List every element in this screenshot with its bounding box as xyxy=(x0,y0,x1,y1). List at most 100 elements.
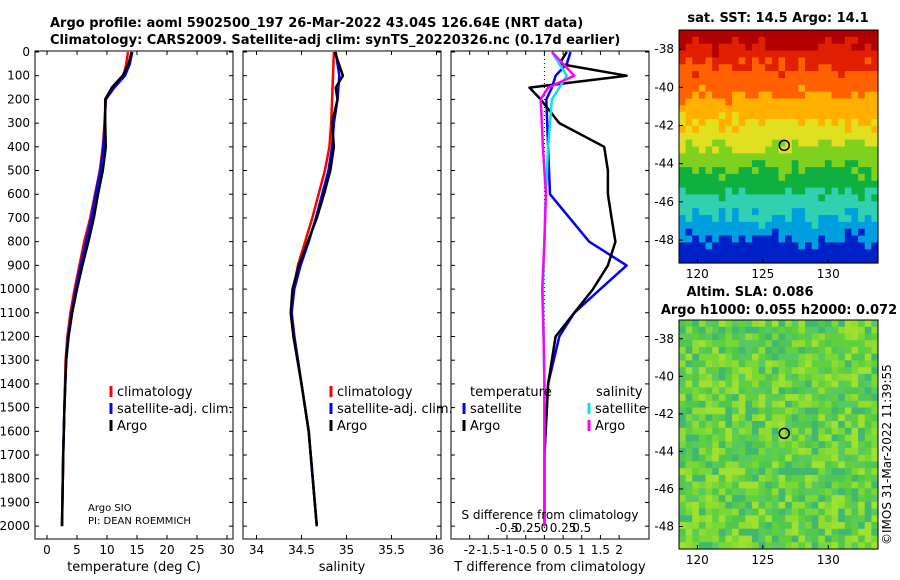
map-cell xyxy=(712,242,720,250)
map-cell xyxy=(738,125,746,134)
map-cell xyxy=(765,50,773,59)
map-cell xyxy=(831,64,839,72)
map-cell xyxy=(751,468,760,476)
map-cell xyxy=(871,495,879,503)
map-cell xyxy=(692,528,700,537)
map-cell xyxy=(732,228,740,237)
map-cell xyxy=(805,84,813,93)
map-cell xyxy=(679,421,687,429)
map-cell xyxy=(858,77,866,86)
map-cell xyxy=(718,346,727,355)
temperature-legend: climatology satellite-adj. clim. Argo xyxy=(109,385,233,434)
map-cell xyxy=(778,461,786,469)
map-cell xyxy=(685,215,693,223)
map-cell xyxy=(705,57,713,65)
map-cell xyxy=(685,474,693,483)
map-cell xyxy=(864,360,872,368)
map-cell xyxy=(785,495,793,503)
map-cell xyxy=(785,57,793,65)
map-cell xyxy=(791,394,799,402)
map-cell xyxy=(838,461,846,469)
map-cell xyxy=(811,84,819,93)
map-cell xyxy=(785,380,793,388)
map-cell xyxy=(765,522,773,530)
map-cell xyxy=(679,394,687,402)
s-difference-label: S difference from climatology xyxy=(462,508,639,522)
map-cell xyxy=(758,326,766,335)
map-cell xyxy=(778,495,786,503)
map-cell xyxy=(824,30,833,38)
map-cell xyxy=(718,488,727,496)
map-cell xyxy=(679,180,687,189)
map-cell xyxy=(844,481,853,489)
map-cell xyxy=(718,441,727,449)
map-cell xyxy=(725,454,733,463)
s-tick-label: 0.5 xyxy=(572,521,591,535)
map-cell xyxy=(758,387,766,395)
map-cell xyxy=(692,360,700,368)
map-cell xyxy=(785,501,793,510)
map-cell xyxy=(738,160,746,168)
map-cell xyxy=(871,167,879,175)
x-tick-label: 34 xyxy=(249,543,264,557)
map-cell xyxy=(805,427,813,436)
map-cell xyxy=(718,119,727,127)
map-cell xyxy=(765,84,773,93)
map-cell xyxy=(685,208,693,216)
map-cell xyxy=(698,522,707,530)
map-cell xyxy=(778,367,786,375)
map-cell xyxy=(811,153,819,161)
map-cell xyxy=(858,132,866,141)
map-cell xyxy=(778,249,786,257)
map-cell xyxy=(725,501,733,510)
map-cell xyxy=(811,542,819,550)
map-cell xyxy=(751,112,760,120)
map-cell xyxy=(778,387,786,395)
map-cell xyxy=(791,495,799,503)
map-cell xyxy=(738,542,746,550)
map-cell xyxy=(738,515,746,523)
map-cell xyxy=(705,256,713,264)
map-cell xyxy=(745,50,753,59)
map-cell xyxy=(692,508,700,516)
map-cell xyxy=(679,57,687,65)
map-cell xyxy=(824,360,833,368)
map-cell xyxy=(745,256,753,264)
map-cell xyxy=(785,153,793,161)
map-cell xyxy=(758,105,766,113)
map-cell xyxy=(785,508,793,516)
map-cell xyxy=(778,180,786,189)
map-cell xyxy=(725,43,733,52)
map-cell xyxy=(751,71,760,79)
map-cell xyxy=(785,221,793,230)
map-cell xyxy=(818,522,826,530)
map-cell xyxy=(858,153,866,161)
map-cell xyxy=(692,441,700,449)
map-cell xyxy=(831,36,839,45)
map-cell xyxy=(838,522,846,530)
map-cell xyxy=(778,481,786,489)
map-cell xyxy=(738,380,746,388)
map-cell xyxy=(818,542,826,550)
map-cell xyxy=(805,495,813,503)
map-cell xyxy=(758,407,766,415)
map-cell xyxy=(871,326,879,335)
map-cell xyxy=(811,201,819,209)
map-cell xyxy=(851,542,859,550)
map-cell xyxy=(805,57,813,65)
map-cell xyxy=(758,125,766,134)
map-cell xyxy=(805,77,813,86)
map-cell xyxy=(838,112,846,120)
map-cell xyxy=(791,542,799,550)
map-cell xyxy=(712,112,720,120)
map-lat-label: -40 xyxy=(654,369,674,383)
map-cell xyxy=(765,242,773,250)
map-cell xyxy=(679,208,687,216)
map-cell xyxy=(705,414,713,422)
map-cell xyxy=(798,414,806,422)
map-cell xyxy=(745,454,753,463)
map-cell xyxy=(838,454,846,463)
map-cell xyxy=(858,57,866,65)
map-cell xyxy=(778,119,786,127)
map-cell xyxy=(698,535,707,543)
